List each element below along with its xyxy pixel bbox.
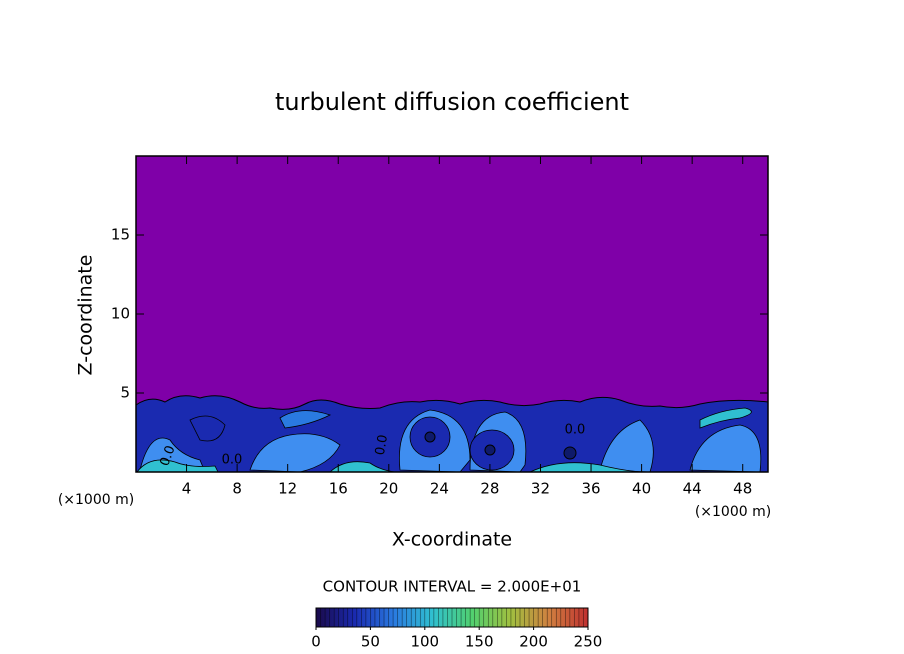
- y-tick-label: 5: [120, 384, 130, 402]
- x-tick-label: 8: [232, 480, 242, 498]
- colorbar-tick-label: 0: [311, 633, 321, 651]
- x-axis-label: X-coordinate: [392, 529, 512, 551]
- x-unit-label: (×1000 m): [695, 504, 771, 520]
- colorbar-tick-label: 50: [361, 633, 380, 651]
- field-blob: [279, 410, 332, 429]
- colorbar-tick-label: 100: [410, 633, 439, 651]
- contour-label: 0.0: [222, 453, 243, 468]
- field-blob: [599, 419, 654, 473]
- x-tick-label: 44: [683, 480, 702, 498]
- contour-label: 0.0: [157, 444, 178, 469]
- field-blob: [699, 407, 752, 429]
- field-blob: [136, 459, 219, 473]
- field-blob: [249, 433, 341, 473]
- field-core: [484, 444, 496, 456]
- field-core: [424, 431, 436, 443]
- y-tick-label: 10: [111, 305, 130, 323]
- x-tick-label: 32: [531, 480, 550, 498]
- field-core: [563, 446, 577, 460]
- colorbar-tick-label: 250: [574, 633, 603, 651]
- x-tick-label: 20: [379, 480, 398, 498]
- x-tick-label: 40: [632, 480, 651, 498]
- chart-title: turbulent diffusion coefficient: [275, 88, 629, 116]
- colorbar-label: CONTOUR INTERVAL = 2.000E+01: [323, 578, 582, 596]
- y-axis-label: Z-coordinate: [75, 255, 97, 376]
- contour-label: 0.0: [565, 423, 586, 438]
- contour-label: 0.0: [373, 434, 391, 457]
- x-tick-label: 36: [581, 480, 600, 498]
- x-unit-label: (×1000 m): [58, 492, 134, 508]
- field-blob: [328, 461, 396, 473]
- x-tick-label: 12: [278, 480, 297, 498]
- x-tick-label: 4: [182, 480, 192, 498]
- field-blob: [529, 462, 641, 473]
- x-tick-label: 16: [329, 480, 348, 498]
- field-blob: [689, 424, 762, 473]
- x-tick-label: 28: [480, 480, 499, 498]
- colorbar-tick-label: 200: [519, 633, 548, 651]
- x-tick-label: 48: [733, 480, 752, 498]
- x-tick-label: 24: [430, 480, 449, 498]
- field-blob: [189, 415, 226, 442]
- colorbar-tick-label: 150: [465, 633, 494, 651]
- y-tick-label: 15: [111, 226, 130, 244]
